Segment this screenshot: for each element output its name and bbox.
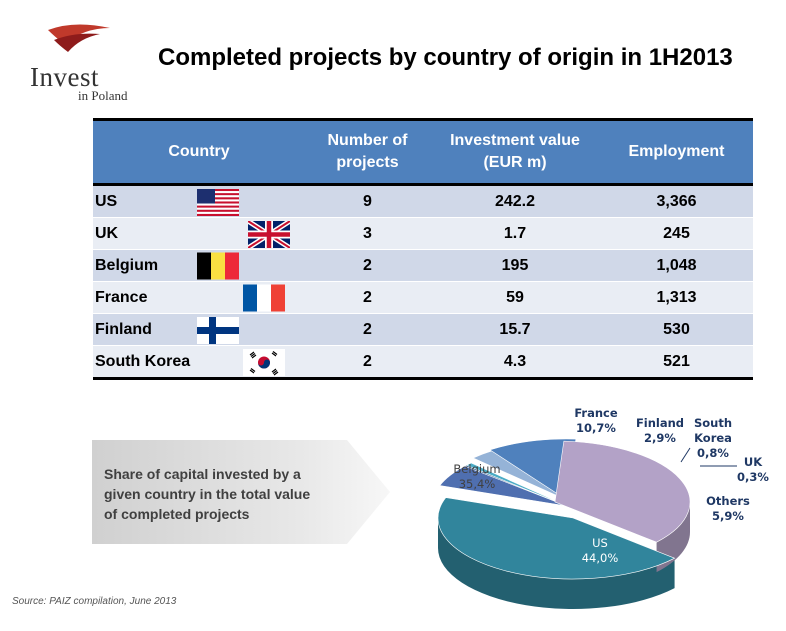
logo-swoosh-icon — [48, 24, 110, 52]
investment-value-cell: 4.3 — [430, 345, 600, 380]
pie-label-france: France 10,7% — [574, 406, 618, 435]
uk-flag-icon — [246, 218, 292, 251]
investment-value-cell: 59 — [430, 281, 600, 314]
country-cell: US — [93, 184, 305, 218]
employment-cell: 3,366 — [600, 184, 753, 218]
country-cell: South Korea — [93, 345, 305, 380]
pie-slice-belgium — [554, 440, 691, 543]
finland-flag-icon — [197, 317, 239, 344]
country-name: UK — [95, 224, 119, 242]
south-korea-flag-icon — [243, 349, 285, 376]
employment-cell: 1,048 — [600, 249, 753, 282]
investment-value-cell: 1.7 — [430, 217, 600, 250]
table-row: France 2 59 1,313 — [93, 281, 753, 314]
pie-slice-us — [437, 497, 676, 580]
belgium-flag-icon — [197, 251, 239, 281]
employment-cell: 245 — [600, 217, 753, 250]
pie-label-others: Others 5,9% — [706, 494, 750, 523]
pie-label-uk: UK 0,3% — [737, 455, 769, 484]
investment-value-cell: 15.7 — [430, 313, 600, 346]
logo-main-text: Invest — [30, 62, 99, 92]
pie-label-us: US 44,0% — [582, 536, 619, 565]
pie-slice-south-korea — [465, 462, 568, 507]
projects-table: Country Number of projects Investment val… — [93, 118, 753, 380]
investment-value-cell: 195 — [430, 249, 600, 282]
header-projects: Number of projects — [305, 118, 430, 186]
projects-cell: 2 — [305, 249, 430, 282]
page-title: Completed projects by country of origin … — [158, 44, 733, 71]
leader-line-south-korea — [680, 447, 691, 463]
country-cell: UK — [93, 217, 305, 251]
us-flag-icon — [197, 189, 239, 217]
country-cell: France — [93, 281, 305, 314]
projects-cell: 2 — [305, 281, 430, 314]
callout-text: Share of capital invested by a given cou… — [104, 466, 311, 522]
country-name: US — [95, 192, 118, 210]
table-row: South Korea 2 4.3 521 — [93, 345, 753, 380]
country-name: Belgium — [95, 256, 159, 274]
projects-cell: 9 — [305, 184, 430, 218]
pie-slice-france — [489, 438, 577, 501]
pie-label-belgium: Belgium 35,4% — [453, 462, 500, 491]
table-header-row: Country Number of projects Investment val… — [93, 118, 753, 186]
country-name: Finland — [95, 320, 152, 338]
source-note: Source: PAIZ compilation, June 2013 — [12, 596, 177, 607]
table-row: Belgium 2 195 1,048 — [93, 249, 753, 282]
pie-label-finland: Finland 2,9% — [636, 416, 684, 445]
callout-arrow-shape — [92, 440, 390, 544]
country-cell: Belgium — [93, 249, 305, 282]
table-row: UK 3 1.7 245 — [93, 217, 753, 251]
projects-cell: 3 — [305, 217, 430, 250]
investment-value-cell: 242.2 — [430, 184, 600, 218]
pie-label-south-korea: South Korea 0,8% — [694, 416, 732, 460]
logo-sub-text: in Poland — [78, 88, 128, 103]
header-investment-value: Investment value (EUR m) — [430, 118, 600, 186]
header-employment: Employment — [600, 118, 753, 186]
table-row: Finland 2 15.7 530 — [93, 313, 753, 346]
projects-cell: 2 — [305, 313, 430, 346]
employment-cell: 521 — [600, 345, 753, 380]
invest-in-poland-logo: Invest in Poland — [22, 22, 132, 104]
country-name: South Korea — [95, 352, 191, 370]
france-flag-icon — [243, 283, 285, 313]
projects-cell: 2 — [305, 345, 430, 380]
table-row: US 9 242.2 3,366 — [93, 184, 753, 218]
employment-cell: 1,313 — [600, 281, 753, 314]
country-cell: Finland — [93, 313, 305, 346]
country-name: France — [95, 288, 148, 306]
pie-side-us — [438, 518, 675, 609]
employment-cell: 530 — [600, 313, 753, 346]
header-country: Country — [93, 118, 305, 186]
